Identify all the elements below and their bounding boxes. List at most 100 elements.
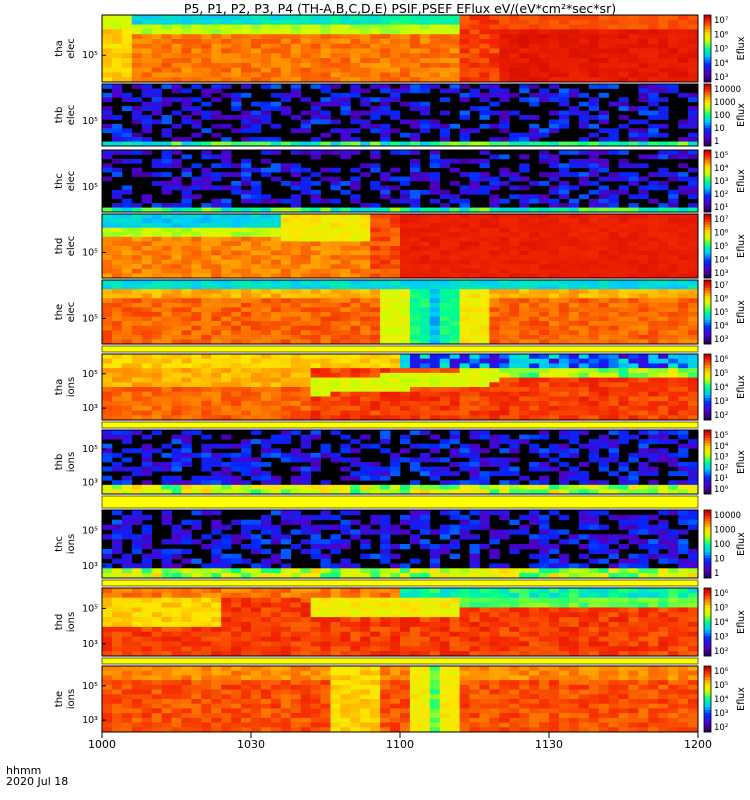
heatmap-cell	[260, 321, 272, 327]
heatmap-cell	[469, 241, 480, 247]
heatmap-cell	[419, 218, 431, 224]
heatmap-cell	[588, 457, 600, 463]
heatmap-cell	[320, 141, 331, 147]
colorbar-swatch	[704, 45, 711, 49]
heatmap-cell	[549, 72, 560, 78]
heatmap-cell	[290, 88, 302, 94]
heatmap-cell	[251, 280, 262, 285]
heatmap-cell	[648, 246, 659, 251]
heatmap-cell	[191, 334, 202, 340]
heatmap-cell	[330, 24, 341, 30]
colorbar-frame	[703, 83, 712, 147]
heatmap-cell	[549, 15, 560, 21]
heatmap-cell	[370, 312, 381, 317]
heatmap-cell	[419, 330, 431, 336]
heatmap-cell	[131, 141, 143, 147]
heatmap-cell	[618, 387, 629, 393]
heatmap-cell	[539, 128, 550, 134]
heatmap-cell	[499, 34, 510, 40]
heatmap-cell	[121, 302, 133, 308]
heatmap-cell	[449, 24, 460, 30]
heatmap-cell	[588, 203, 600, 208]
heatmap-cell	[131, 15, 143, 21]
heatmap-cell	[429, 316, 441, 322]
heatmap-cell	[380, 172, 391, 177]
heatmap-cell	[270, 368, 282, 374]
heatmap-cell	[598, 307, 609, 313]
heatmap-cell	[549, 214, 560, 219]
heatmap-cell	[568, 223, 580, 229]
heatmap-cell	[539, 321, 550, 327]
heatmap-cell	[588, 391, 600, 397]
heatmap-cell	[539, 382, 550, 388]
heatmap-cell	[479, 489, 490, 495]
heatmap-cell	[320, 72, 331, 78]
heatmap-cell	[320, 167, 331, 173]
heatmap-cell	[290, 484, 302, 490]
heatmap-cell	[181, 382, 192, 388]
heatmap-cell	[459, 405, 470, 411]
heatmap-cell	[509, 34, 520, 40]
heatmap-cell	[519, 15, 530, 21]
heatmap-cell	[648, 43, 659, 49]
heatmap-cell	[419, 58, 431, 64]
heatmap-cell	[161, 298, 172, 304]
heatmap-cell	[221, 236, 232, 242]
y-tick-label: 10⁵	[82, 369, 98, 380]
heatmap-cell	[628, 475, 639, 481]
heatmap-cell	[131, 115, 143, 120]
heatmap-cell	[539, 334, 550, 340]
heatmap-cell	[429, 368, 441, 374]
heatmap-cell	[161, 150, 172, 155]
heatmap-cell	[102, 255, 113, 261]
heatmap-cell	[598, 128, 609, 134]
heatmap-cell	[688, 284, 699, 290]
heatmap-cell	[668, 38, 679, 45]
heatmap-cell	[111, 259, 123, 265]
panel-probe-label: thb	[54, 107, 65, 124]
heatmap-cell	[390, 150, 401, 155]
heatmap-cell	[380, 207, 391, 213]
heatmap-cell	[628, 137, 639, 142]
heatmap-cell	[191, 475, 202, 481]
heatmap-cell	[231, 391, 242, 397]
heatmap-cell	[519, 154, 530, 160]
heatmap-cell	[390, 232, 401, 238]
heatmap-cell	[638, 67, 649, 73]
heatmap-cell	[191, 358, 202, 364]
heatmap-cell	[479, 280, 490, 285]
heatmap-cell	[251, 372, 262, 378]
heatmap-cell	[370, 48, 381, 54]
heatmap-cell	[588, 198, 600, 204]
heatmap-cell	[529, 132, 540, 138]
heatmap-cell	[499, 284, 510, 290]
heatmap-cell	[121, 410, 133, 416]
heatmap-cell	[310, 391, 321, 397]
heatmap-cell	[111, 489, 123, 495]
heatmap-cell	[419, 368, 431, 374]
heatmap-cell	[161, 223, 172, 229]
heatmap-cell	[658, 84, 669, 89]
heatmap-cell	[658, 457, 669, 463]
colorbar-swatch	[704, 285, 711, 289]
heatmap-cell	[260, 284, 272, 290]
heatmap-cell	[658, 268, 669, 274]
heatmap-cell	[479, 150, 490, 155]
heatmap-cell	[549, 280, 560, 285]
heatmap-cell	[509, 58, 520, 64]
heatmap-cell	[409, 150, 421, 155]
heatmap-cell	[539, 259, 550, 265]
heatmap-cell	[439, 489, 451, 495]
heatmap-cell	[370, 34, 381, 40]
heatmap-cell	[270, 38, 282, 45]
heatmap-cell	[340, 15, 351, 21]
heatmap-cell	[529, 62, 540, 69]
colorbar-frame	[703, 353, 712, 421]
heatmap-cell	[181, 58, 192, 64]
heatmap-cell	[648, 236, 659, 242]
heatmap-cell	[320, 24, 331, 30]
heatmap-cell	[578, 34, 590, 40]
heatmap-cell	[429, 214, 441, 219]
heatmap-cell	[260, 302, 272, 308]
